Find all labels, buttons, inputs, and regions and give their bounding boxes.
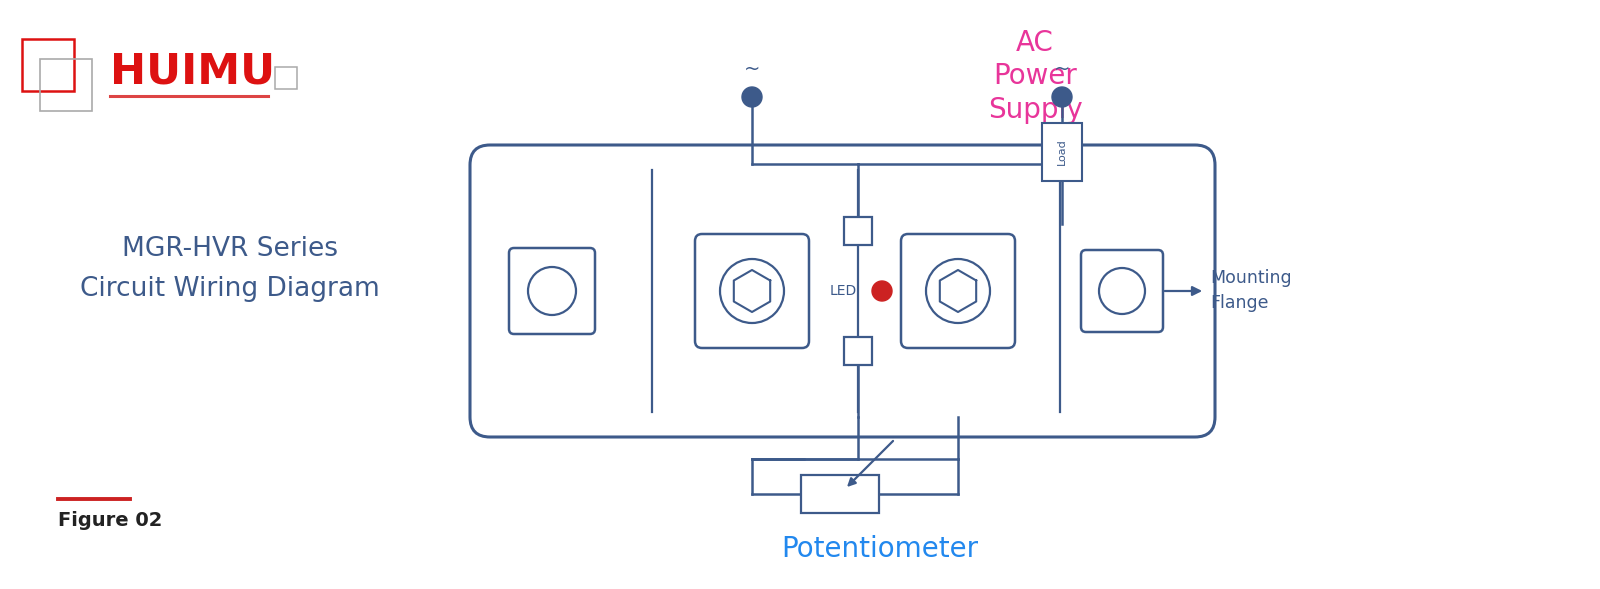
Text: Load: Load bbox=[1058, 138, 1067, 166]
Bar bbox=[40, 59, 93, 111]
Circle shape bbox=[926, 259, 990, 323]
Bar bbox=[22, 39, 74, 91]
Text: Potentiometer: Potentiometer bbox=[781, 535, 979, 563]
Circle shape bbox=[872, 281, 893, 301]
FancyBboxPatch shape bbox=[845, 217, 872, 245]
FancyBboxPatch shape bbox=[1082, 250, 1163, 332]
Bar bbox=[275, 67, 298, 89]
Text: AC
Power
Supply: AC Power Supply bbox=[987, 29, 1082, 124]
Circle shape bbox=[528, 267, 576, 315]
Circle shape bbox=[1053, 87, 1072, 107]
Circle shape bbox=[742, 87, 762, 107]
Circle shape bbox=[1099, 268, 1146, 314]
FancyBboxPatch shape bbox=[694, 234, 810, 348]
Text: Mounting
Flange: Mounting Flange bbox=[1210, 270, 1291, 313]
FancyBboxPatch shape bbox=[1042, 123, 1082, 181]
Text: MGR-HVR Series
Circuit Wiring Diagram: MGR-HVR Series Circuit Wiring Diagram bbox=[80, 236, 379, 302]
Circle shape bbox=[720, 259, 784, 323]
FancyBboxPatch shape bbox=[901, 234, 1014, 348]
FancyBboxPatch shape bbox=[802, 475, 878, 513]
Text: HUIMU: HUIMU bbox=[110, 50, 275, 92]
FancyBboxPatch shape bbox=[470, 145, 1214, 437]
FancyBboxPatch shape bbox=[845, 337, 872, 365]
Text: ~: ~ bbox=[744, 59, 760, 78]
Text: ~: ~ bbox=[1054, 59, 1070, 78]
Text: Figure 02: Figure 02 bbox=[58, 511, 162, 531]
Text: LED: LED bbox=[830, 284, 858, 298]
FancyBboxPatch shape bbox=[509, 248, 595, 334]
